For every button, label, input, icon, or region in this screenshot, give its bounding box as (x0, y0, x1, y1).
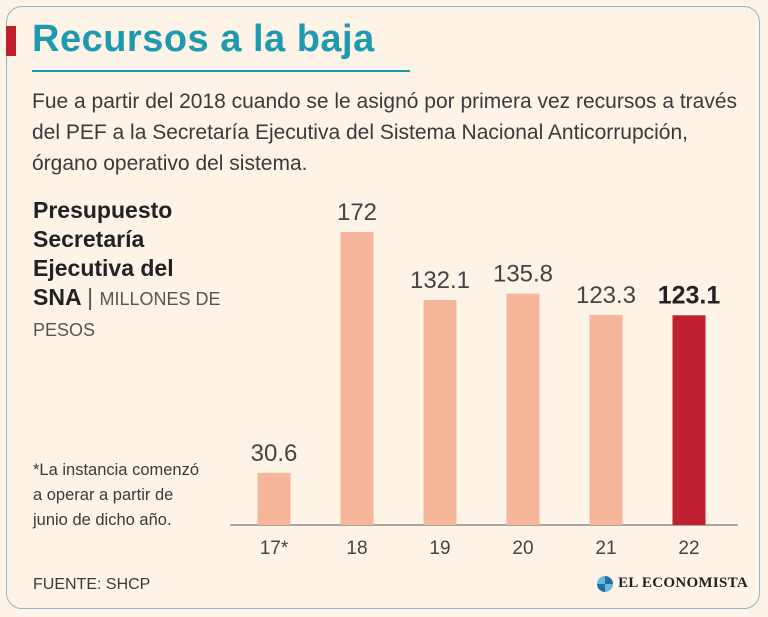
bar-3 (506, 293, 540, 525)
data-label-0: 30.6 (251, 440, 298, 467)
x-tick-label-0: 17* (260, 538, 289, 559)
data-label-2: 132.1 (410, 267, 470, 294)
logo: EL ECONOMISTA (597, 575, 748, 592)
x-tick-label-3: 20 (512, 538, 533, 559)
bar-4 (589, 314, 623, 525)
x-tick-label-4: 21 (595, 538, 616, 559)
title-accent-bar (6, 26, 16, 56)
intro-text: Fue a partir del 2018 cuando se le asign… (32, 90, 738, 175)
chart-heading: Presupuesto Secretaría Ejecutiva del SNA… (33, 196, 223, 345)
x-tick-label-1: 18 (346, 538, 367, 559)
card-frame (6, 6, 760, 609)
title-underline (32, 70, 410, 72)
data-label-5: 123.1 (658, 281, 721, 309)
chart-heading-separator: | (87, 284, 94, 310)
page-title: Recursos a la baja (32, 18, 375, 60)
bar-0 (257, 472, 291, 525)
logo-globe-icon (597, 575, 614, 592)
bar-2 (423, 299, 457, 525)
x-tick-label-5: 22 (678, 538, 699, 559)
data-label-3: 135.8 (493, 261, 553, 288)
bar-1 (340, 232, 374, 525)
source-note: FUENTE: SHCP (33, 576, 151, 593)
footnote: *La instancia comenzó a operar a partir … (33, 461, 200, 529)
data-label-1: 172 (337, 199, 377, 226)
chart-title: Presupuesto Secretaría Ejecutiva del SNA (33, 197, 174, 310)
bar-5 (672, 315, 706, 525)
data-label-4: 123.3 (576, 282, 636, 309)
chart-unit: MILLONES DE PESOS (33, 289, 221, 340)
x-tick-label-2: 19 (429, 538, 450, 559)
logo-text: EL ECONOMISTA (618, 575, 748, 591)
